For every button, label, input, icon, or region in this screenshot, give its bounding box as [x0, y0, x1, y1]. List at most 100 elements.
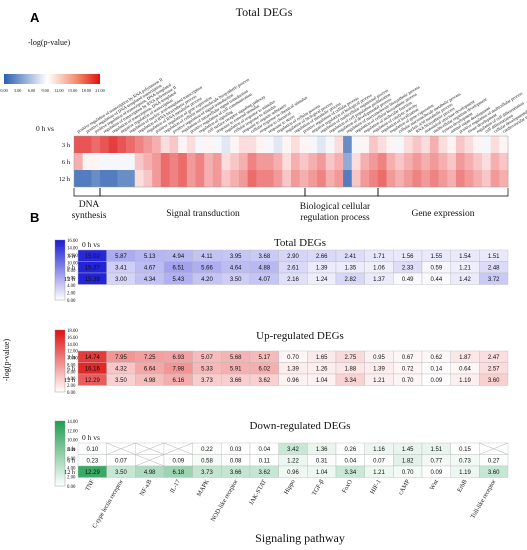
heatmap-cell — [195, 153, 205, 170]
cell-value: 0.44 — [430, 277, 442, 283]
heatmap-cell — [447, 170, 457, 187]
heatmap-cell — [256, 153, 266, 170]
cell-value: 1.19 — [459, 470, 471, 476]
pathway-label: HIF-1 — [369, 479, 383, 496]
colorbar-tick: 12.00 — [67, 429, 78, 434]
pathway-label: Wnt — [429, 478, 441, 491]
colorbar-tick: 6.00 — [67, 457, 76, 462]
cell-value: 1.16 — [373, 447, 385, 453]
cell-value: 3.62 — [258, 378, 270, 384]
heatmap-cell — [152, 153, 162, 170]
heatmap-cell — [204, 153, 214, 170]
heatmap-cell — [481, 136, 491, 153]
cell-value: 0.95 — [373, 355, 385, 361]
row-label: 3 h — [67, 446, 76, 453]
heatmap-cell — [421, 170, 431, 187]
cell-value: 4.20 — [201, 277, 213, 283]
heatmap-cell — [247, 136, 257, 153]
colorbar-tick: 18.00 — [67, 329, 78, 334]
heatmap-cell — [343, 153, 353, 170]
heatmap-cell — [100, 170, 110, 187]
heatmap-cell — [238, 170, 248, 187]
cell-value: 0.62 — [430, 355, 442, 361]
heatmap-cell — [169, 170, 179, 187]
cell-value: 5.66 — [201, 266, 213, 272]
heatmap-cell — [134, 170, 144, 187]
heatmap-cell — [412, 153, 422, 170]
panel-a-row-labels: 3 h 6 h 12 h — [59, 142, 71, 183]
table-up: Up-regulated DEGs 18.00 16.00 14.00 12.00 10.… — [54, 329, 509, 396]
cell-value: 2.33 — [402, 266, 414, 272]
heatmap-cell — [455, 153, 465, 170]
heatmap-cell — [195, 136, 205, 153]
cell-value: 1.04 — [316, 470, 328, 476]
heatmap-cell — [499, 136, 509, 153]
row-label: 6 h — [67, 366, 76, 373]
colorbar-tick: 0.00 — [67, 299, 76, 304]
heatmap-cell — [343, 170, 353, 187]
cell-value: 3.50 — [115, 470, 127, 476]
colorbar-tick: 4.00 — [67, 377, 76, 382]
heatmap-cell — [134, 136, 144, 153]
heatmap-cell — [421, 136, 431, 153]
heatmap-cell — [212, 136, 222, 153]
heatmap-frame — [73, 135, 509, 188]
heatmap-cell — [152, 136, 162, 153]
panel-a-term-labels: positive regulation of transcription by … — [76, 77, 527, 135]
colorbar-tick: 8.00 — [67, 448, 76, 453]
cell-value: 0.11 — [259, 459, 271, 465]
heatmap-cell — [447, 136, 457, 153]
cell-value: 15.39 — [85, 277, 101, 283]
cell-value: 1.22 — [287, 459, 299, 465]
heatmap-cell — [481, 153, 491, 170]
cell-value: 1.82 — [402, 459, 414, 465]
group-label-dna-synthesis: DNA synthesis — [72, 200, 107, 221]
heatmap-cell — [473, 153, 483, 170]
heatmap-cell — [256, 170, 266, 187]
cell-value: 7.98 — [172, 367, 184, 373]
heatmap-cell — [351, 153, 361, 170]
pathway-label: C-type lectin receptor — [91, 478, 125, 530]
cell-value: 0.70 — [402, 378, 414, 384]
colorbar-tick: 2.00 — [67, 384, 76, 389]
heatmap-cell — [100, 136, 110, 153]
group-label-signal-transduction: Signal transduction — [166, 209, 240, 219]
row-label: 6 h — [62, 159, 71, 166]
heatmap-cell — [160, 170, 170, 187]
pathway-label: TGF-β — [311, 479, 326, 497]
pathway-label: TNF — [84, 478, 96, 492]
legend-tick: 15.00 — [68, 88, 77, 93]
table-cell — [479, 373, 509, 386]
empty-cross — [135, 442, 165, 455]
heatmap-cell — [273, 153, 283, 170]
heatmap-cell — [74, 170, 83, 187]
panel-a-title: Total DEGs — [236, 5, 293, 19]
heatmap-cell — [377, 170, 387, 187]
heatmap-cell — [499, 153, 509, 170]
colorbar-tick: 8.00 — [67, 363, 76, 368]
cell-value: 4.67 — [144, 266, 156, 272]
panel-a-letter: A — [30, 10, 40, 25]
cell-value: 0.09 — [430, 470, 442, 476]
cell-value: 0.27 — [488, 459, 500, 465]
heatmap-cell — [325, 170, 335, 187]
heatmap-cell — [82, 153, 92, 170]
heatmap-cell — [291, 170, 300, 187]
heatmap-cell — [334, 136, 344, 153]
cell-value: 6.16 — [172, 378, 184, 384]
cell-value: 7.25 — [144, 355, 156, 361]
cell-value: 0.73 — [459, 459, 471, 465]
heatmap-cell — [221, 170, 231, 187]
panel-a-legend-ticks: 0.00 3.00 6.00 9.00 12.00 15.00 18.00 21.00 — [0, 88, 104, 93]
panel-b-x-label: Signaling pathway — [255, 531, 345, 545]
heatmap-cell — [195, 170, 205, 187]
heatmap-cell — [464, 153, 474, 170]
heatmap-cell — [221, 136, 231, 153]
cell-value: 5.07 — [201, 355, 213, 361]
table-cell — [479, 272, 509, 285]
heatmap-cell — [395, 153, 405, 170]
group-bracket — [304, 188, 379, 197]
cell-value: 3.50 — [115, 378, 127, 384]
cell-value: 16.16 — [85, 367, 101, 373]
